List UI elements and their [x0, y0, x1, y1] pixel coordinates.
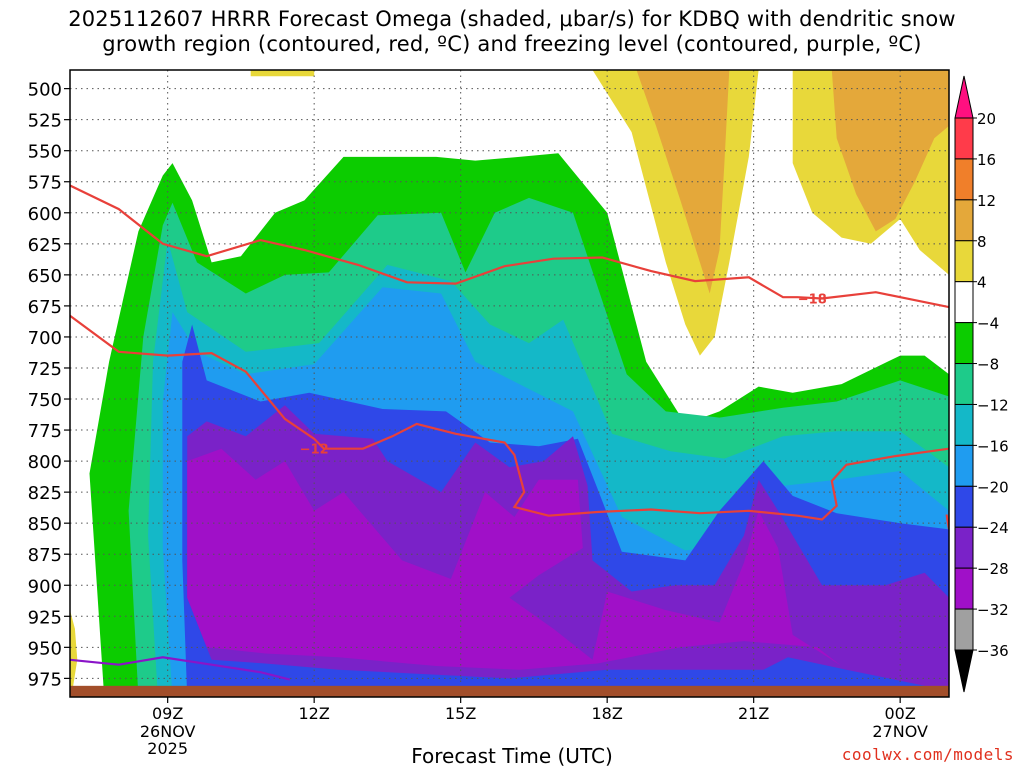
y-tick-label: 575	[28, 173, 62, 194]
chart-title-line-1: 2025112607 HRRR Forecast Omega (shaded, …	[68, 7, 956, 31]
colorbar-tick-label: −8	[977, 356, 999, 374]
colorbar-swatch	[954, 567, 974, 610]
omega-positive-region-2	[636, 70, 730, 294]
colorbar-tick-label: −20	[977, 478, 1009, 496]
colorbar-tick-label: 4	[977, 274, 987, 292]
dgz-contour-0	[70, 184, 949, 309]
y-tick-label: 750	[28, 390, 62, 411]
colorbar-tick-label: −16	[977, 437, 1009, 455]
y-tick-label: 700	[28, 328, 62, 349]
colorbar-tick-label: −4	[977, 315, 999, 333]
y-tick-label: 625	[28, 235, 62, 256]
colorbar-swatch	[954, 608, 974, 651]
colorbar-swatch	[954, 485, 974, 528]
dgz-contour-1	[70, 314, 949, 521]
omega-positive-region-5	[70, 610, 78, 691]
omega-region-neg28	[187, 448, 842, 670]
y-tick-label: 850	[28, 514, 62, 535]
x-tick-label: 18Z	[592, 704, 623, 723]
colorbar-under-arrow	[954, 649, 974, 693]
y-tick-label: 900	[28, 576, 62, 597]
colorbar-swatch	[954, 199, 974, 242]
plot-area: −18 −12	[70, 70, 949, 697]
plot-frame	[69, 69, 950, 698]
terrain-strip	[70, 685, 949, 697]
x-tick-label: 00Z	[885, 704, 916, 723]
y-tick-label: 775	[28, 421, 62, 442]
colorbar-tick-label: −28	[977, 560, 1009, 578]
colorbar-tick-label: −32	[977, 601, 1009, 619]
x-tick-date-label: 27NOV	[872, 722, 928, 741]
y-tick-label: 500	[28, 80, 62, 101]
omega-positive-region-4	[250, 70, 315, 77]
x-tick-date-label: 26NOV	[140, 722, 196, 741]
colorbar-tick-label: 20	[977, 110, 996, 128]
colorbar-swatch	[954, 240, 974, 283]
colorbar-swatch	[954, 117, 974, 160]
x-tick-label: 15Z	[445, 704, 476, 723]
x-tick-year-label: 2025	[147, 739, 188, 758]
colorbar-swatch	[954, 403, 974, 446]
y-tick-label: 725	[28, 359, 62, 380]
colorbar-tick-label: 12	[977, 192, 996, 210]
x-tick-label: 21Z	[738, 704, 769, 723]
colorbar-swatch	[954, 526, 974, 569]
x-tick-label: 12Z	[299, 704, 330, 723]
y-tick-label: 975	[28, 669, 62, 690]
colorbar-tick-label: −36	[977, 642, 1009, 660]
colorbar-swatch	[954, 281, 974, 324]
credit-text: coolwx.com/models	[841, 745, 1014, 764]
freezing-level-contour	[70, 656, 291, 681]
y-tick-label: 950	[28, 638, 62, 659]
y-tick-label: 525	[28, 111, 62, 132]
chart-title-line-2: growth region (contoured, red, ºC) and f…	[102, 32, 922, 56]
y-tick-label: 650	[28, 266, 62, 287]
colorbar-swatch	[954, 363, 974, 405]
colorbar-tick-label: −12	[977, 396, 1009, 414]
y-tick-label: 800	[28, 452, 62, 473]
colorbar-over-arrow	[954, 75, 974, 119]
x-axis-label: Forecast Time (UTC)	[411, 744, 613, 768]
y-tick-label: 550	[28, 142, 62, 163]
colorbar-tick-label: 8	[977, 233, 987, 251]
dgz-contour-label: −12	[300, 443, 329, 458]
colorbar: 20 16 12 8 4 −4 −8 −12 −16 −20 −24 −28 −32 −36	[954, 75, 1009, 693]
y-tick-label: 600	[28, 204, 62, 225]
colorbar-swatch	[954, 158, 974, 201]
y-tick-label: 675	[28, 297, 62, 318]
y-tick-label: 825	[28, 483, 62, 504]
colorbar-tick-label: −24	[977, 519, 1009, 537]
x-tick-label: 09Z	[152, 704, 183, 723]
colorbar-tick-label: 16	[977, 151, 996, 169]
grid-lines	[70, 70, 949, 697]
colorbar-swatch	[954, 322, 974, 365]
colorbar-swatch	[954, 444, 974, 487]
dgz-contour-label: −18	[798, 292, 827, 307]
y-tick-label: 925	[28, 607, 62, 628]
y-tick-label: 875	[28, 545, 62, 566]
